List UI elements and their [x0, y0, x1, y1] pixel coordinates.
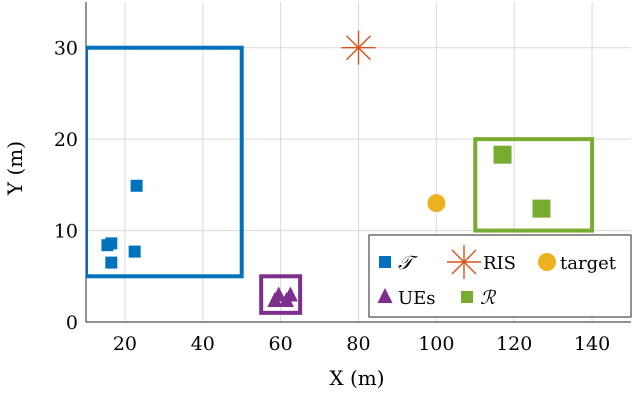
point-t: [130, 179, 143, 192]
x-tick-label: 80: [346, 333, 370, 355]
x-tick-label: 140: [574, 333, 610, 355]
point-t: [105, 237, 118, 250]
point-ris: [341, 30, 376, 65]
y-tick-label: 20: [54, 129, 78, 151]
region-r: [473, 137, 595, 233]
legend-marker-ues: [377, 288, 393, 303]
legend-label-ris: RIS: [483, 253, 516, 274]
x-tick-label: 20: [113, 333, 137, 355]
plot-area: [86, 30, 595, 315]
x-axis-label: X (m): [329, 366, 384, 390]
legend-marker-r: [461, 291, 473, 303]
point-target: [427, 194, 446, 213]
point-r: [532, 199, 551, 218]
legend-marker-t: [379, 256, 391, 268]
x-tick-label: 40: [191, 333, 215, 355]
legend-box: [368, 234, 632, 318]
legend-marker-target: [538, 253, 556, 271]
y-tick-label: 0: [66, 312, 78, 334]
point-t: [128, 245, 141, 258]
point-ues: [271, 286, 287, 302]
point-ues: [282, 286, 298, 302]
legend-label-r: ℛ: [480, 287, 497, 309]
region-t: [86, 45, 244, 279]
point-r: [493, 145, 512, 164]
x-tick-label: 120: [496, 333, 532, 355]
y-tick-label: 10: [54, 221, 78, 243]
legend-label-target: target: [560, 253, 617, 274]
legend-label-ues: UEs: [398, 288, 436, 309]
x-tick-label: 100: [418, 333, 454, 355]
legend-marker-ris: [447, 245, 481, 279]
y-tick-label: 30: [54, 38, 78, 60]
y-axis-label: Y (m): [3, 141, 27, 196]
x-tick-label: 60: [269, 333, 293, 355]
point-t: [105, 256, 118, 269]
region-ues: [259, 274, 303, 315]
